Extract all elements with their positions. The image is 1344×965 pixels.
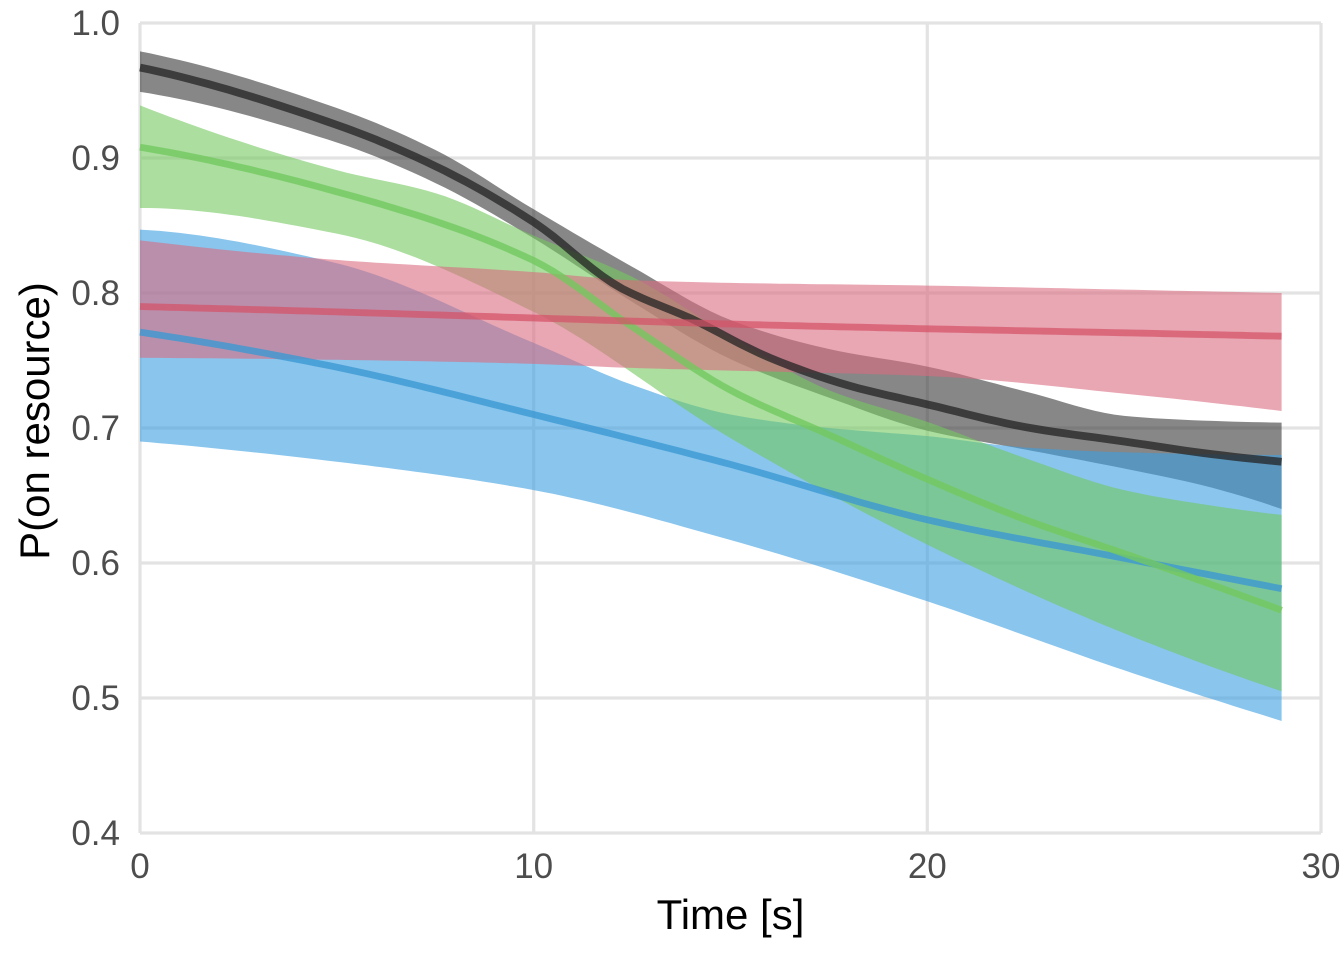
svg-text:Time [s]: Time [s] [657, 891, 805, 938]
svg-text:10: 10 [514, 847, 553, 886]
svg-text:20: 20 [908, 847, 947, 886]
svg-text:30: 30 [1302, 847, 1341, 886]
svg-text:0.7: 0.7 [71, 409, 120, 448]
svg-text:1.0: 1.0 [71, 4, 120, 43]
svg-text:0.4: 0.4 [71, 814, 120, 853]
svg-text:0.8: 0.8 [71, 274, 120, 313]
svg-text:0.5: 0.5 [71, 679, 120, 718]
svg-text:0.6: 0.6 [71, 544, 120, 583]
svg-text:0.9: 0.9 [71, 139, 120, 178]
svg-text:0: 0 [130, 847, 149, 886]
svg-text:P(on resource): P(on resource) [11, 282, 58, 560]
